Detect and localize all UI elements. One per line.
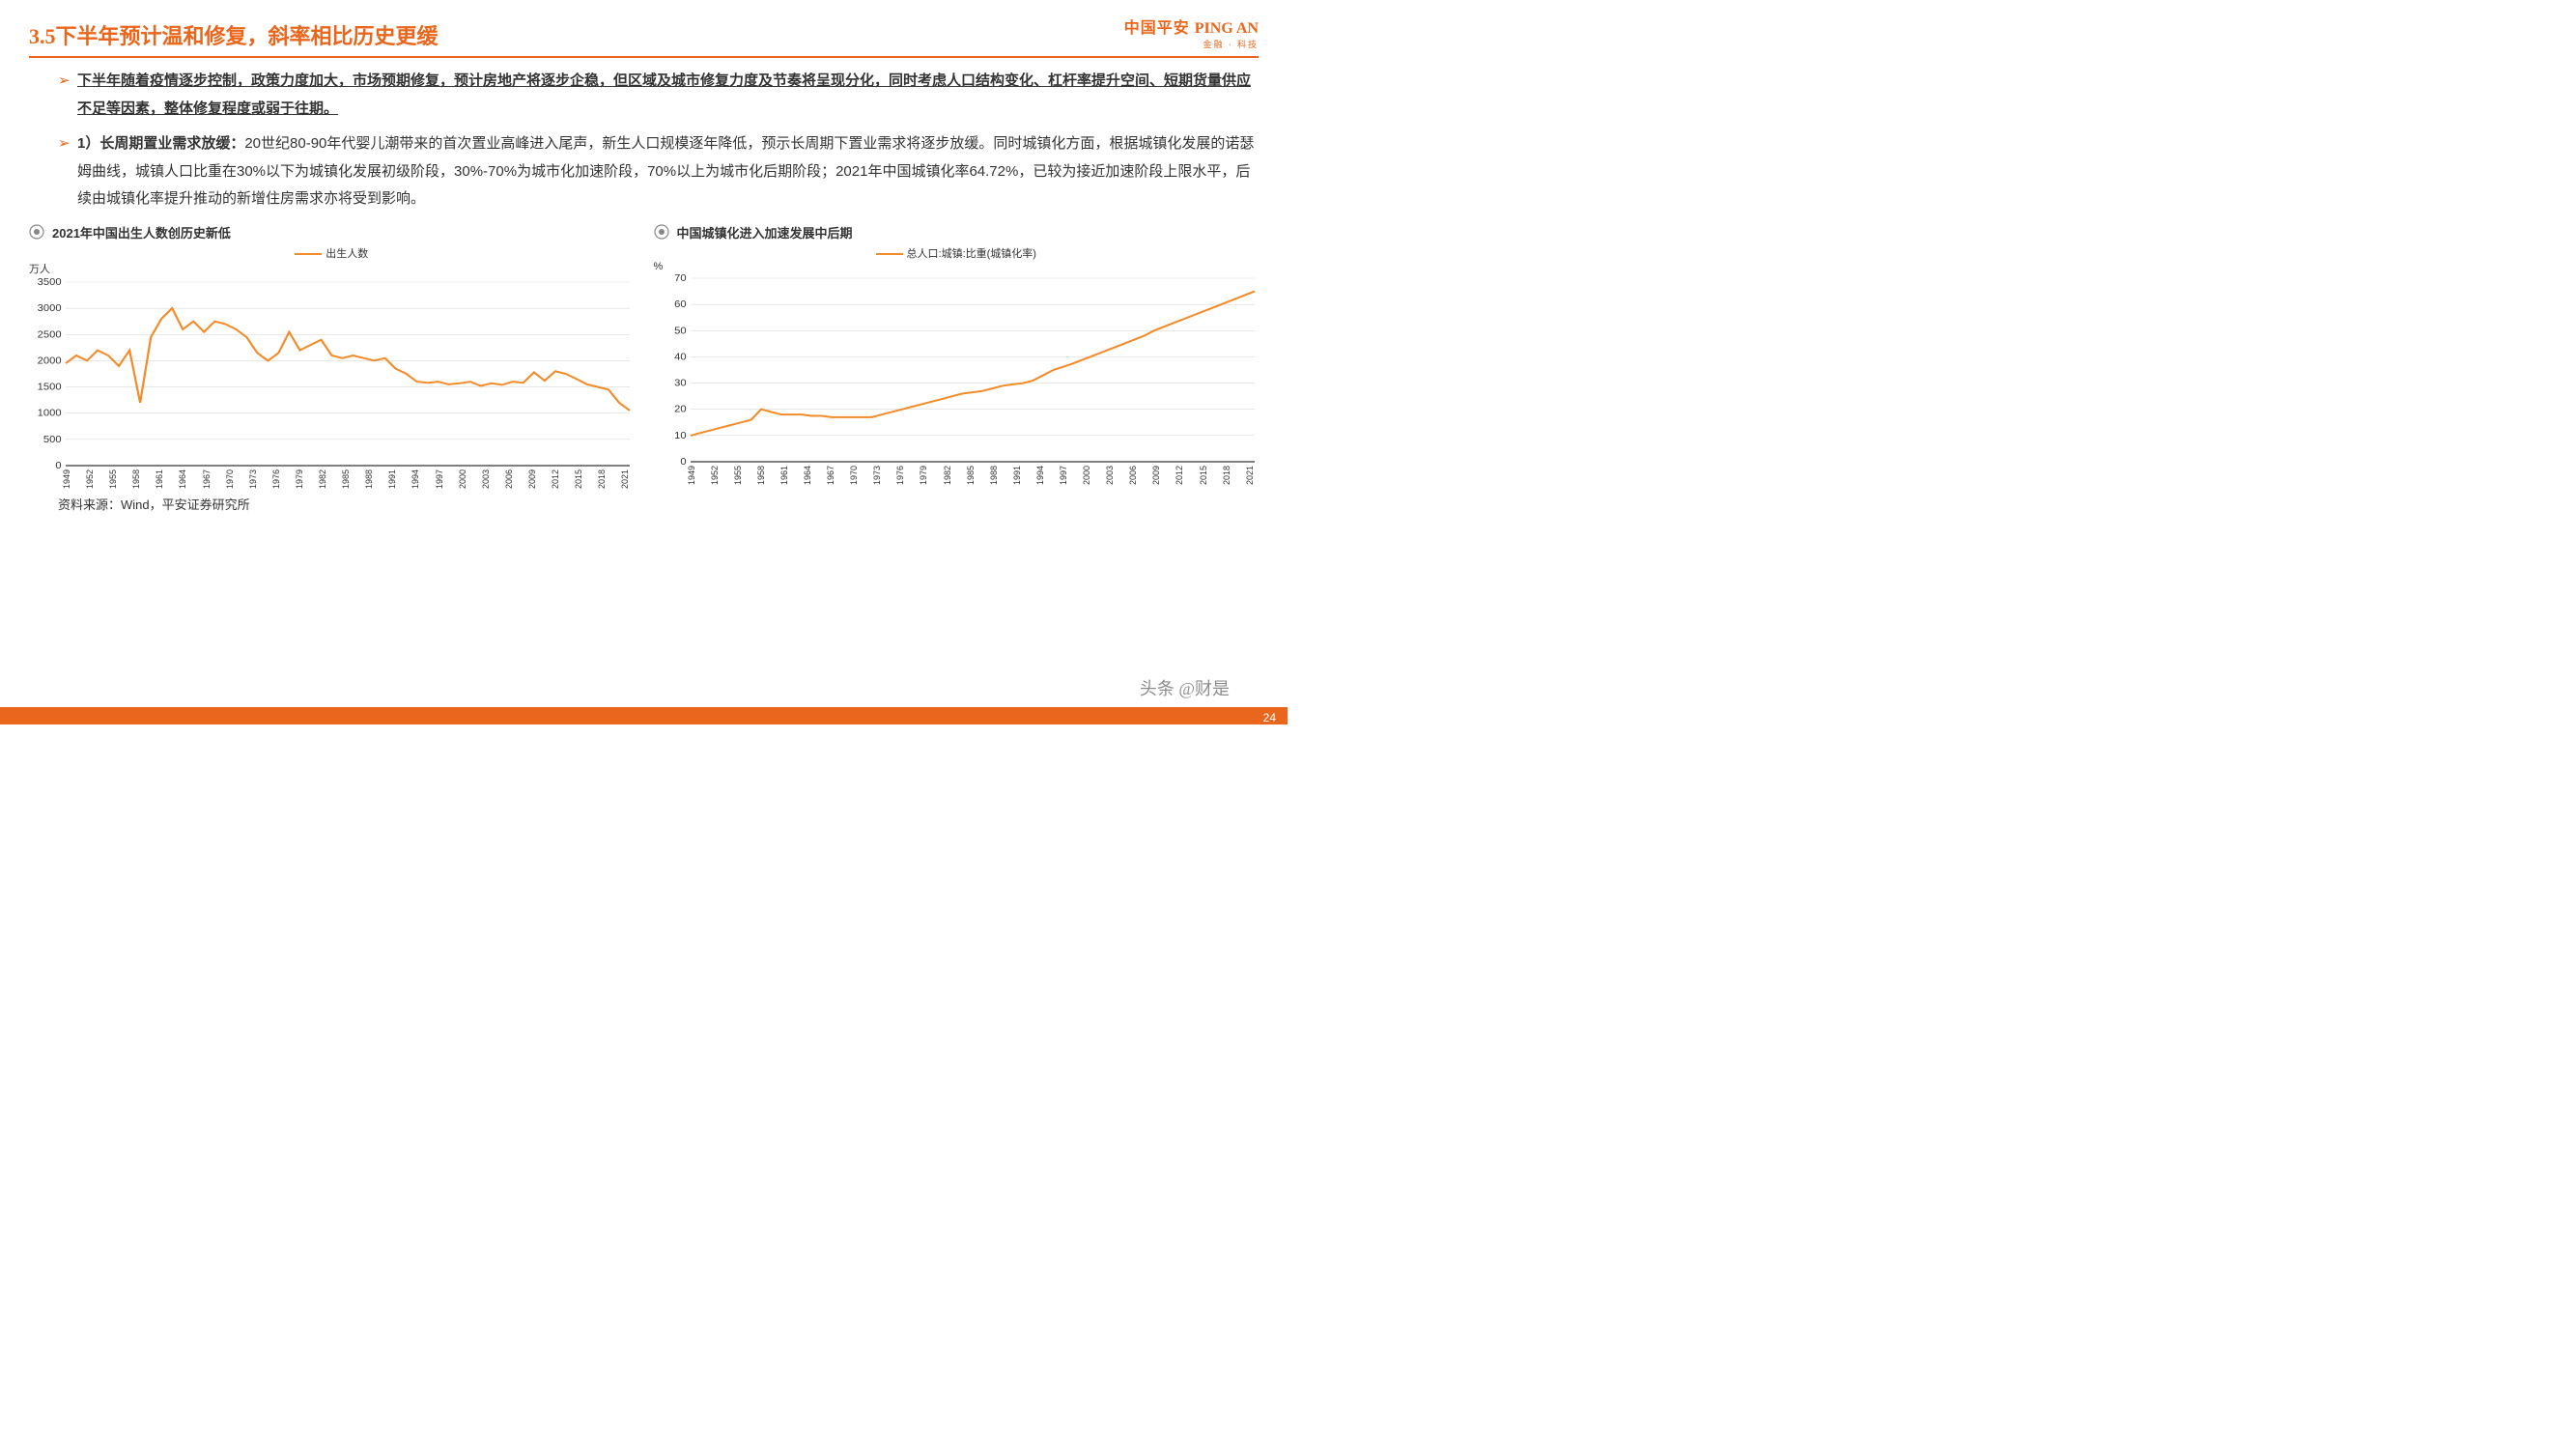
bullet-icon — [29, 224, 44, 240]
chart1-legend: 出生人数 — [29, 245, 635, 261]
watermark: 头条 @财是 — [1140, 675, 1230, 700]
chart1-legend-label: 出生人数 — [326, 248, 368, 260]
svg-text:1500: 1500 — [38, 382, 62, 392]
slide-page: 中国平安 PING AN 金融 · 科技 3.5下半年预计温和修复，斜率相比历史… — [0, 0, 1288, 724]
svg-text:3500: 3500 — [38, 276, 62, 287]
brand-en: PING AN — [1195, 20, 1259, 37]
svg-text:70: 70 — [674, 272, 687, 283]
svg-text:50: 50 — [674, 325, 687, 335]
svg-text:10: 10 — [674, 430, 687, 440]
svg-text:2500: 2500 — [38, 328, 62, 339]
svg-text:2000: 2000 — [38, 355, 62, 365]
chart2-ylabel: % — [654, 261, 1260, 272]
chart2-legend: 总人口:城镇:比重(城镇化率) — [654, 245, 1260, 261]
svg-text:30: 30 — [674, 378, 687, 388]
bullet-2-body: 20世纪80-90年代婴儿潮带来的首次置业高峰进入尾声，新生人口规模逐年降低，预… — [77, 135, 1254, 207]
svg-text:0: 0 — [55, 460, 61, 469]
chart-births: 2021年中国出生人数创历史新低 出生人数 万人 0 500 1000 1500 200… — [29, 223, 635, 489]
footer-bar: 24 — [0, 707, 1288, 724]
chart1-svg: 0 500 1000 1500 2000 2500 3000 3500 — [29, 276, 635, 469]
chart1-ylabel: 万人 — [29, 261, 635, 276]
svg-text:500: 500 — [43, 434, 62, 444]
svg-text:20: 20 — [674, 404, 687, 414]
bullet-icon — [654, 224, 669, 240]
chart1-xlabels: 1949195219551958196119641967197019731976… — [29, 469, 635, 489]
source-text: 资料来源：Wind，平安证券研究所 — [58, 495, 1259, 513]
title-rule — [29, 56, 1259, 58]
chart1-title: 2021年中国出生人数创历史新低 — [52, 223, 231, 242]
svg-text:40: 40 — [674, 351, 687, 361]
page-number: 24 — [1263, 711, 1276, 724]
chart2-xlabels: 1949195219551958196119641967197019731976… — [654, 466, 1260, 485]
bullet-1: 下半年随着疫情逐步控制，政策力度加大，市场预期修复，预计房地产将逐步企稳，但区域… — [58, 68, 1259, 123]
chart2-title: 中国城镇化进入加速发展中后期 — [677, 223, 853, 242]
chart2-legend-label: 总人口:城镇:比重(城镇化率) — [907, 248, 1036, 260]
bullet-2-prefix: 1）长周期置业需求放缓： — [77, 135, 244, 152]
bullet-2: 1）长周期置业需求放缓：20世纪80-90年代婴儿潮带来的首次置业高峰进入尾声，… — [58, 130, 1259, 213]
svg-text:0: 0 — [680, 456, 686, 465]
page-title: 3.5下半年预计温和修复，斜率相比历史更缓 — [29, 19, 1259, 50]
svg-text:3000: 3000 — [38, 302, 62, 313]
brand-logo: 中国平安 PING AN 金融 · 科技 — [1124, 14, 1259, 50]
svg-text:60: 60 — [674, 298, 687, 309]
brand-sub: 金融 · 科技 — [1124, 38, 1259, 50]
chart2-svg: 0 10 20 30 40 50 60 70 — [654, 272, 1260, 466]
chart-urbanization: 中国城镇化进入加速发展中后期 总人口:城镇:比重(城镇化率) % 0 10 20 30… — [654, 223, 1260, 489]
brand-cn: 中国平安 — [1124, 20, 1190, 37]
bullet-1-text: 下半年随着疫情逐步控制，政策力度加大，市场预期修复，预计房地产将逐步企稳，但区域… — [77, 72, 1251, 117]
svg-text:1000: 1000 — [38, 408, 62, 418]
